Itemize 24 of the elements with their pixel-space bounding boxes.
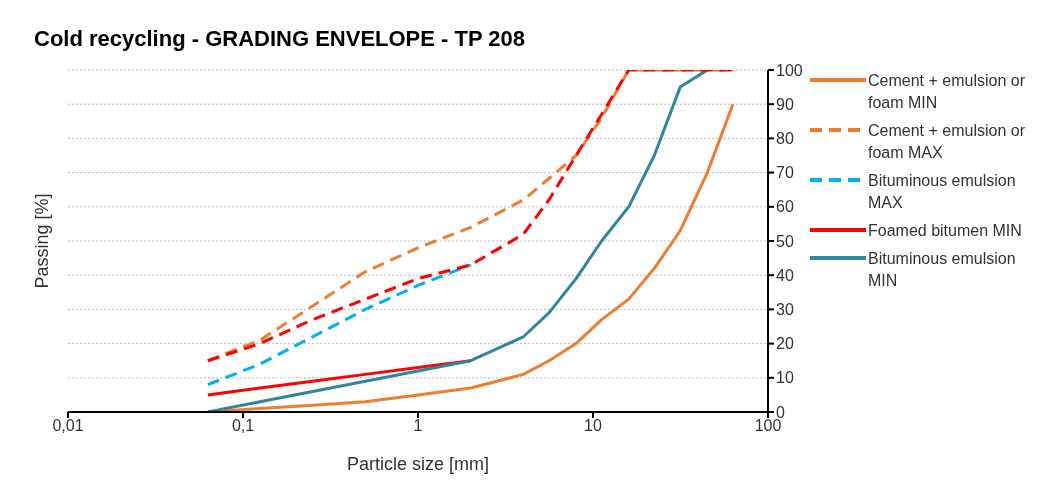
x-tick-label: 100 — [754, 417, 782, 435]
y-tick-label: 40 — [776, 266, 794, 284]
y-tick-label: 100 — [776, 61, 803, 79]
x-axis-title: Particle size [mm] — [346, 454, 490, 474]
legend-label: Cement + emulsion or foam MAX — [868, 121, 1026, 163]
y-tick-label: 10 — [776, 369, 794, 387]
chart-title: Cold recycling - GRADING ENVELOPE - TP 208 — [34, 26, 526, 52]
y-axis-title: Passing [%] — [32, 193, 53, 289]
y-tick-label: 90 — [776, 95, 794, 113]
legend-label: Bituminous emulsion MAX — [868, 171, 1017, 213]
x-tick-label: 10 — [584, 417, 602, 435]
y-tick-label: 20 — [776, 335, 794, 353]
y-tick-label: 80 — [776, 130, 794, 148]
legend-label: Bituminous emulsion MIN — [868, 249, 1017, 291]
x-tick-label: 0,01 — [52, 417, 84, 435]
y-tick-label: 60 — [776, 198, 794, 216]
y-tick-label: 30 — [776, 301, 794, 319]
legend-label: Cement + emulsion or foam MIN — [868, 71, 1026, 113]
x-tick-label: 1 — [413, 417, 423, 435]
line-series — [206, 263, 473, 387]
y-tick-label: 70 — [776, 164, 794, 182]
x-tick-label: 0,1 — [231, 417, 255, 435]
y-tick-label: 50 — [776, 232, 794, 250]
legend-label: Foamed bitumen MIN — [868, 221, 1022, 241]
